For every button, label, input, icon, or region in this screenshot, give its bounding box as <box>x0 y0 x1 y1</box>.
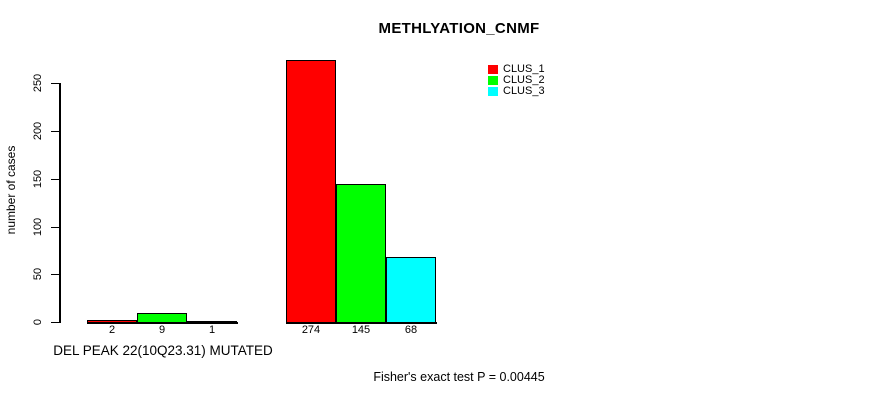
legend-color-swatch <box>488 75 498 86</box>
y-tick-label: 50 <box>32 267 44 281</box>
bar-value-label: 68 <box>404 324 418 336</box>
bar <box>87 320 137 322</box>
bar-value-label: 1 <box>208 324 216 336</box>
legend-label: CLUS_2 <box>503 74 545 86</box>
y-tick <box>51 179 60 181</box>
legend-color-swatch <box>488 86 498 97</box>
bar-value-label: 145 <box>351 324 371 336</box>
y-tick-label: 150 <box>32 169 44 189</box>
legend-item: CLUS_1 <box>488 64 545 75</box>
legend-item: CLUS_2 <box>488 75 545 86</box>
legend-item: CLUS_3 <box>488 86 545 97</box>
bar-value-label: 9 <box>158 324 166 336</box>
y-axis-label: number of cases <box>4 145 18 235</box>
y-axis-line <box>59 83 61 323</box>
legend: CLUS_1 CLUS_2 CLUS_3 <box>488 64 545 97</box>
bar-value-label: 2 <box>108 324 116 336</box>
x-axis-label: DEL PEAK 22(10Q23.31) MUTATED <box>53 343 273 358</box>
legend-color-swatch <box>488 64 498 75</box>
bar <box>187 321 237 322</box>
y-tick-label: 200 <box>32 121 44 141</box>
fisher-test-annotation: Fisher's exact test P = 0.00445 <box>373 370 545 384</box>
y-tick <box>51 322 60 324</box>
x-axis-baseline <box>286 322 437 324</box>
y-tick-label: 0 <box>32 318 44 326</box>
bar-value-label: 274 <box>301 324 321 336</box>
y-tick <box>51 274 60 276</box>
bar <box>386 257 436 322</box>
bar <box>336 184 386 322</box>
y-tick <box>51 227 60 229</box>
legend-label: CLUS_1 <box>503 63 545 75</box>
legend-label: CLUS_3 <box>503 85 545 97</box>
y-tick-label: 100 <box>32 217 44 237</box>
y-tick <box>51 131 60 133</box>
bar <box>286 60 336 322</box>
bar <box>137 313 187 322</box>
y-tick-label: 250 <box>32 73 44 93</box>
chart-title: METHLYATION_CNMF <box>378 20 540 37</box>
y-tick <box>51 83 60 85</box>
x-axis-baseline <box>87 322 238 324</box>
